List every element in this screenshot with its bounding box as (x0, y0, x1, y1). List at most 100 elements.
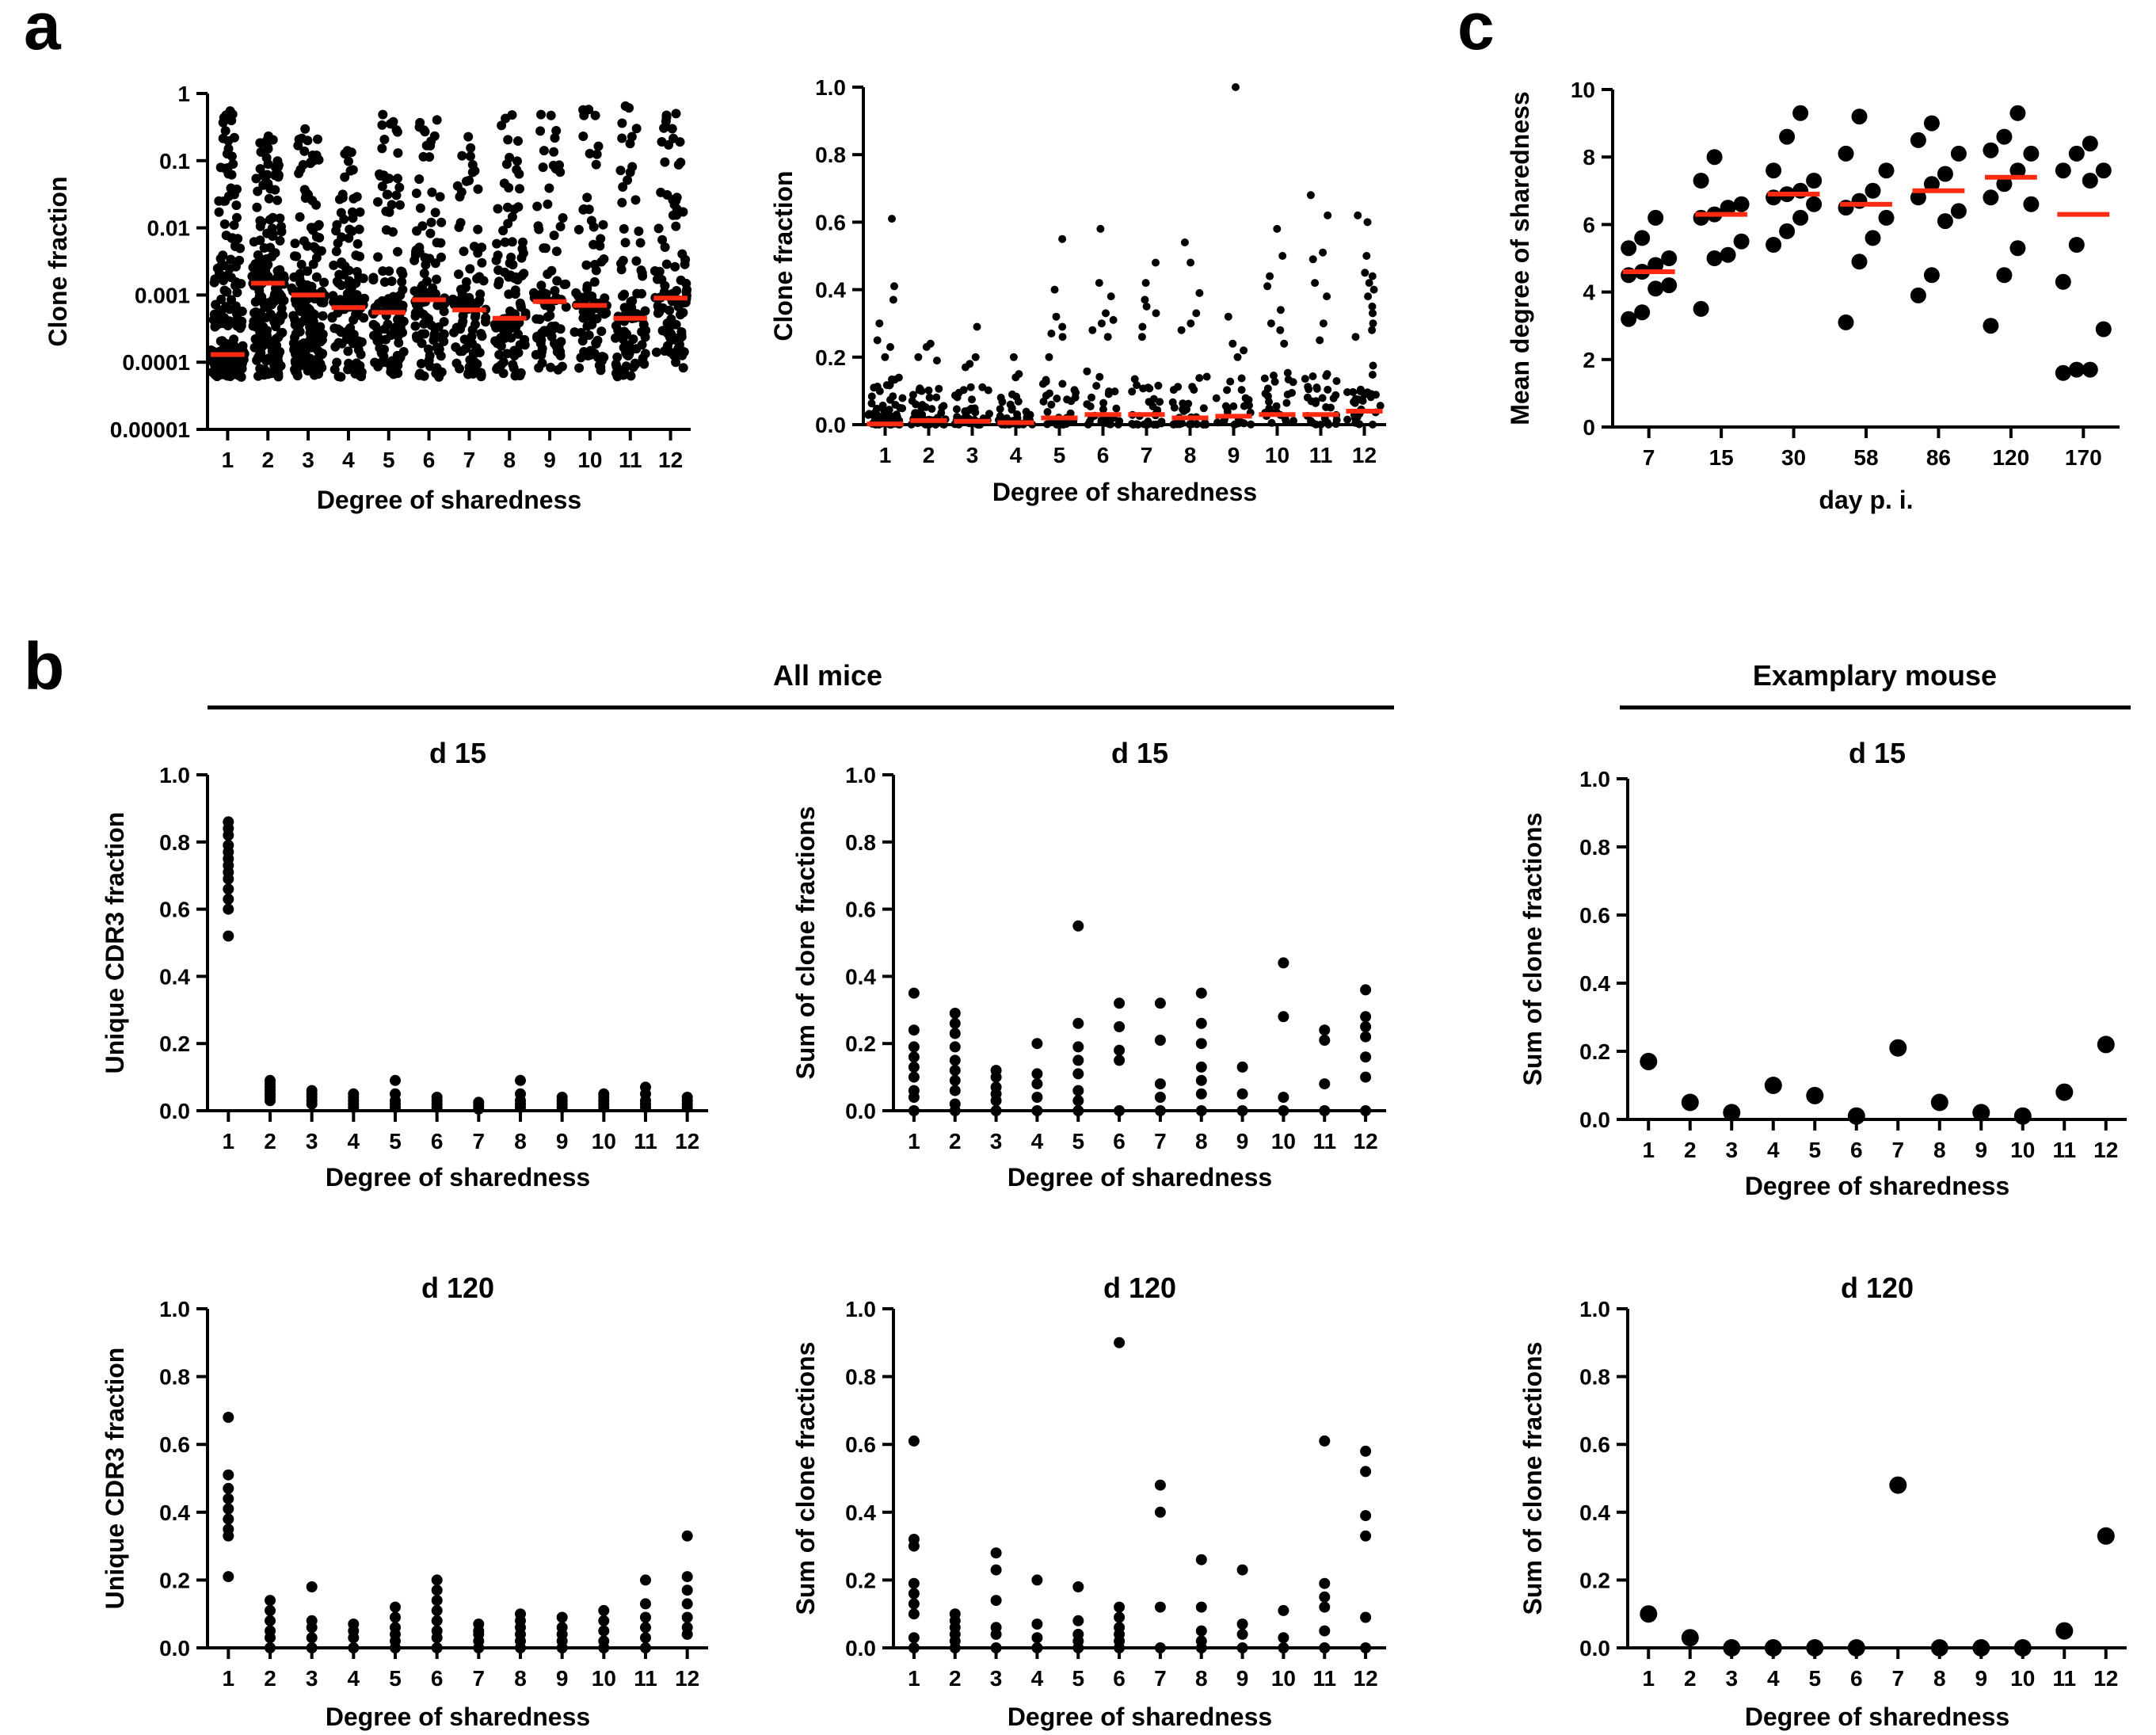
data-point (577, 336, 588, 346)
data-point (1072, 1017, 1084, 1029)
x-axis-title: Degree of sharedness (326, 1163, 590, 1192)
data-point (1236, 1061, 1248, 1073)
data-point (2055, 364, 2071, 381)
data-point (1838, 145, 1854, 162)
data-point (290, 319, 300, 330)
y-axis-title: Mean degree of sharedness (1506, 91, 1534, 425)
data-point (306, 1632, 318, 1644)
data-point (497, 120, 507, 131)
chart-a-linear-clone-fraction: 0.00.20.40.60.81.01 2 3 4 5 6 7 8 9 10 11 12Degree … (769, 75, 1386, 506)
data-point (430, 289, 440, 299)
data-point (589, 276, 600, 287)
x-tick-label: 10 (577, 448, 602, 472)
data-point (370, 357, 380, 368)
data-point (551, 126, 562, 135)
chart-title: d 15 (429, 737, 486, 769)
data-point (227, 170, 237, 180)
data-point (1097, 319, 1106, 328)
data-point (573, 224, 584, 235)
data-point (430, 258, 440, 269)
data-point (379, 277, 390, 287)
data-point (264, 353, 274, 364)
data-point (536, 280, 547, 291)
data-point (455, 192, 465, 202)
data-point (674, 339, 684, 349)
data-point (582, 193, 592, 203)
data-point (873, 383, 882, 391)
data-point (465, 151, 475, 162)
data-point (232, 368, 242, 379)
data-point (376, 357, 387, 368)
data-point (1236, 1564, 1248, 1576)
data-point (1706, 149, 1723, 166)
data-point (1195, 1088, 1207, 1100)
data-point (670, 261, 680, 272)
data-point (223, 143, 234, 154)
data-point (377, 181, 387, 192)
data-point (1008, 404, 1016, 413)
group-title-examplary-mouse: Examplary mouse (1753, 659, 1997, 692)
data-point (1360, 1611, 1372, 1623)
data-point (932, 357, 941, 365)
data-point (1278, 1105, 1289, 1116)
data-point (640, 1632, 651, 1644)
data-point (1312, 420, 1320, 429)
data-point (1195, 1554, 1207, 1565)
data-point (393, 246, 402, 257)
data-point (1283, 368, 1292, 377)
data-point (640, 1611, 651, 1623)
data-point (344, 233, 354, 243)
data-point (625, 167, 635, 177)
data-point (890, 282, 898, 291)
data-point (502, 202, 512, 212)
y-tick-label: 1.0 (845, 763, 876, 787)
data-point (377, 120, 387, 130)
data-point (1195, 987, 1207, 999)
data-point (617, 118, 627, 128)
data-point (290, 238, 300, 249)
data-point (302, 280, 312, 290)
data-point (1236, 1105, 1248, 1116)
data-point (556, 1092, 568, 1103)
data-point (881, 353, 889, 361)
data-point (1095, 372, 1104, 381)
data-point (626, 371, 636, 381)
data-point (908, 1534, 920, 1545)
data-point (1102, 309, 1110, 318)
data-point (448, 298, 459, 307)
data-point (505, 270, 516, 280)
x-tick-label: 11 (1312, 1129, 1336, 1153)
data-point (460, 298, 470, 308)
data-point (681, 1622, 693, 1634)
data-point (949, 1054, 961, 1066)
data-point (303, 303, 314, 314)
data-point (1145, 384, 1154, 393)
data-point (515, 1608, 526, 1620)
x-tick-label: 11 (634, 1666, 657, 1691)
data-point (272, 195, 283, 205)
data-point (1128, 387, 1137, 396)
data-point (384, 266, 394, 276)
data-point (470, 312, 480, 322)
data-point (265, 1615, 276, 1626)
data-point (387, 200, 397, 210)
data-point (922, 343, 931, 351)
data-point (505, 324, 515, 334)
y-tick-label: 6 (1583, 212, 1595, 237)
data-point (459, 246, 469, 257)
y-tick-label: 4 (1583, 280, 1595, 305)
data-point (1039, 397, 1048, 406)
chart-title: d 15 (1111, 737, 1168, 769)
x-tick-label: 2 (261, 448, 274, 472)
data-point (1838, 314, 1854, 330)
x-tick-label: 4 (348, 1129, 360, 1153)
data-point (949, 1098, 961, 1110)
data-point (1360, 1105, 1372, 1116)
data-point (949, 1041, 961, 1053)
x-tick-label: 4 (1767, 1138, 1780, 1162)
chart-title: d 120 (1841, 1272, 1914, 1304)
data-point (898, 394, 907, 402)
data-point (231, 308, 242, 318)
data-point (984, 386, 992, 395)
chart-b-sum-d120: 0.00.20.40.60.81.01 2 3 4 5 6 7 8 9 10 11 12Degree … (791, 1272, 1386, 1731)
